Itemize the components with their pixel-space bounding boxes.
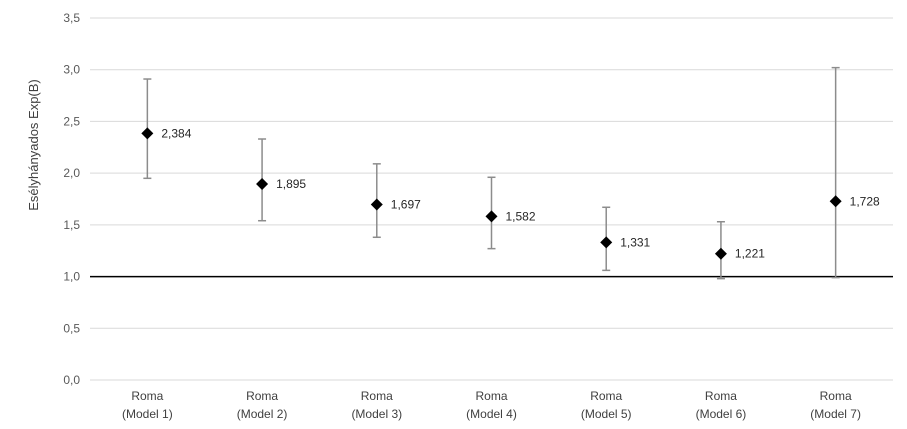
diamond-marker	[714, 247, 727, 260]
x-category-label: Roma	[361, 389, 393, 403]
x-category-label: Roma	[131, 389, 163, 403]
x-category-label: (Model 3)	[351, 407, 402, 421]
error-bar	[831, 66, 840, 279]
x-category-label: Roma	[820, 389, 852, 403]
data-label: 1,331	[620, 235, 650, 249]
y-tick-label: 3,5	[63, 11, 80, 25]
diamond-marker	[256, 178, 269, 191]
y-tick-label: 1,0	[63, 270, 80, 284]
data-label: 1,728	[850, 194, 880, 208]
y-tick-label: 0,5	[63, 321, 80, 335]
x-category-label: (Model 2)	[237, 407, 288, 421]
diamond-marker	[370, 198, 383, 211]
data-labels: 2,384 1,895 1,697 1,582 1,331 1,221 1,728	[161, 126, 880, 260]
y-tick-label: 2,5	[63, 114, 80, 128]
data-label: 1,697	[391, 197, 421, 211]
x-category-label: (Model 6)	[696, 407, 747, 421]
x-category-label: Roma	[590, 389, 622, 403]
y-tick-label: 1,5	[63, 218, 80, 232]
x-category-label: (Model 5)	[581, 407, 632, 421]
data-label: 1,895	[276, 177, 306, 191]
x-category-label: Roma	[246, 389, 278, 403]
x-category-label: Roma	[705, 389, 737, 403]
x-axis-category-labels: Roma (Model 1) Roma (Model 2) Roma (Model 3) R…	[122, 389, 861, 421]
diamond-marker	[485, 210, 498, 223]
y-tick-label: 0,0	[63, 373, 80, 387]
diamond-marker	[829, 195, 842, 208]
x-category-label: Roma	[475, 389, 507, 403]
data-markers	[141, 127, 842, 260]
data-label: 1,582	[506, 209, 536, 223]
x-category-label: (Model 7)	[810, 407, 861, 421]
x-category-label: (Model 4)	[466, 407, 517, 421]
y-axis-title: Esélyhányados Exp(B)	[26, 79, 41, 211]
diamond-marker	[600, 236, 613, 249]
diamond-marker	[141, 127, 154, 140]
y-tick-label: 3,0	[63, 63, 80, 77]
data-label: 2,384	[161, 126, 191, 140]
y-axis-tick-labels: 0,0 0,5 1,0 1,5 2,0 2,5 3,0 3,5	[63, 11, 80, 387]
y-tick-label: 2,0	[63, 166, 80, 180]
data-label: 1,221	[735, 247, 765, 261]
x-category-label: (Model 1)	[122, 407, 173, 421]
